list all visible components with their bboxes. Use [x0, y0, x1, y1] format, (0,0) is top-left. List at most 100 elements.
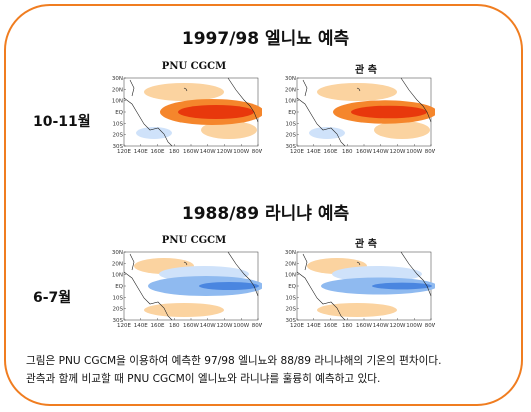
warm-core [178, 105, 254, 119]
lon-tick-label: 140W [373, 323, 389, 329]
americas-coastline [227, 251, 259, 297]
lat-tick-label: 10N [112, 273, 123, 279]
model-panel-title-2: PNU CGCM [161, 235, 227, 246]
lon-tick-label: 140W [373, 149, 389, 155]
lon-tick-label: 120E [290, 323, 304, 329]
lat-tick-label: 10S [113, 295, 124, 301]
lat-tick-label: 30S [113, 144, 124, 150]
hawaii-islands [356, 87, 361, 92]
row-label-jun-jul: 6-7월 [33, 290, 72, 306]
caption-line-2: 관측과 함께 비교할 때 PNU CGCM이 엘니뇨와 라니냐를 훌륭히 예측하… [26, 373, 381, 385]
asia-coastline [129, 253, 135, 271]
lon-tick-label: 140E [307, 149, 321, 155]
lon-tick-label: 160W [183, 149, 199, 155]
lat-tick-label: EQ [288, 110, 296, 116]
model-panel-title-1: PNU CGCM [161, 61, 227, 72]
lon-tick-label: 120W [217, 149, 233, 155]
asia-coastline [302, 79, 308, 97]
lat-tick-label: 10N [112, 99, 123, 105]
lon-tick-label: 180 [169, 149, 180, 155]
lat-tick-label: 10S [286, 121, 297, 127]
lon-tick-label: 120E [117, 149, 131, 155]
lat-tick-label: 30N [285, 250, 296, 256]
lon-tick-label: 80W [425, 323, 435, 329]
lon-tick-label: 120E [117, 323, 131, 329]
hawaii-islands [356, 261, 361, 266]
obs-panel-title-2: 관 측 [355, 239, 377, 250]
warm-anomaly-patch [201, 121, 257, 139]
lat-tick-label: 20N [285, 261, 296, 267]
cool-core [199, 282, 259, 290]
lon-tick-label: 160E [324, 149, 338, 155]
obs-panel-title-1: 관 측 [355, 65, 377, 76]
lon-tick-label: 140E [134, 323, 148, 329]
rounded-frame [4, 4, 523, 406]
row-label-oct-nov: 10-11월 [33, 114, 91, 130]
americas-coastline [227, 77, 259, 123]
warm-anomaly-patch [144, 303, 224, 317]
lat-tick-label: 20S [286, 307, 297, 313]
lon-tick-label: 140E [134, 149, 148, 155]
lat-tick-label: 20S [286, 133, 297, 139]
lat-tick-label: EQ [115, 110, 123, 116]
lat-tick-label: 20N [112, 87, 123, 93]
lon-tick-label: 100W [406, 323, 422, 329]
lon-tick-label: 180 [342, 149, 353, 155]
australasia-coastline [296, 271, 346, 321]
lat-tick-label: 20N [112, 261, 123, 267]
americas-coastline [400, 77, 432, 123]
asia-coastline [129, 79, 135, 97]
lat-tick-label: 30N [285, 76, 296, 82]
lon-tick-label: 80W [252, 323, 262, 329]
warm-anomaly-patch [317, 83, 397, 101]
lon-tick-label: 100W [233, 323, 249, 329]
cool-anomaly-patch [332, 266, 422, 282]
australasia-coastline [296, 97, 346, 147]
lon-tick-label: 140W [200, 323, 216, 329]
lon-tick-label: 160W [356, 149, 372, 155]
warm-anomaly-patch [144, 83, 224, 101]
lat-tick-label: EQ [288, 284, 296, 290]
lat-tick-label: 30S [286, 144, 297, 150]
el-nino-title: 1997/98 엘니뇨 예측 [181, 29, 350, 49]
lat-tick-label: 10S [113, 121, 124, 127]
lon-tick-label: 80W [425, 149, 435, 155]
warm-anomaly-patch [374, 121, 430, 139]
lon-tick-label: 120W [390, 149, 406, 155]
lat-tick-label: 30S [286, 318, 297, 324]
lat-tick-label: 10N [285, 273, 296, 279]
lat-tick-label: 10N [285, 99, 296, 105]
lon-tick-label: 160E [151, 149, 165, 155]
lon-tick-label: 120W [217, 323, 233, 329]
hawaii-islands [183, 87, 188, 92]
lat-tick-label: 20N [285, 87, 296, 93]
lat-tick-label: 30N [112, 76, 123, 82]
warm-anomaly-patch [317, 303, 397, 317]
australasia-coastline [123, 97, 173, 147]
lon-tick-label: 100W [406, 149, 422, 155]
lon-tick-label: 160E [324, 323, 338, 329]
lon-tick-label: 140W [200, 149, 216, 155]
lon-tick-label: 100W [233, 149, 249, 155]
caption-line-1: 그림은 PNU CGCM을 이용하여 예측한 97/98 엘니뇨와 88/89 … [26, 355, 442, 367]
cool-anomaly-patch [136, 127, 172, 139]
hawaii-islands [183, 261, 188, 266]
lat-tick-label: 20S [113, 133, 124, 139]
lon-tick-label: 180 [342, 323, 353, 329]
asia-coastline [302, 253, 308, 271]
lat-tick-label: EQ [115, 284, 123, 290]
lon-tick-label: 80W [252, 149, 262, 155]
australasia-coastline [123, 271, 173, 321]
lon-tick-label: 180 [169, 323, 180, 329]
lon-tick-label: 120W [390, 323, 406, 329]
cool-core [372, 282, 432, 290]
lon-tick-label: 140E [307, 323, 321, 329]
la-nina-title: 1988/89 라니냐 예측 [181, 204, 350, 224]
americas-coastline [400, 251, 432, 297]
cool-anomaly-patch [309, 127, 345, 139]
lon-tick-label: 120E [290, 149, 304, 155]
